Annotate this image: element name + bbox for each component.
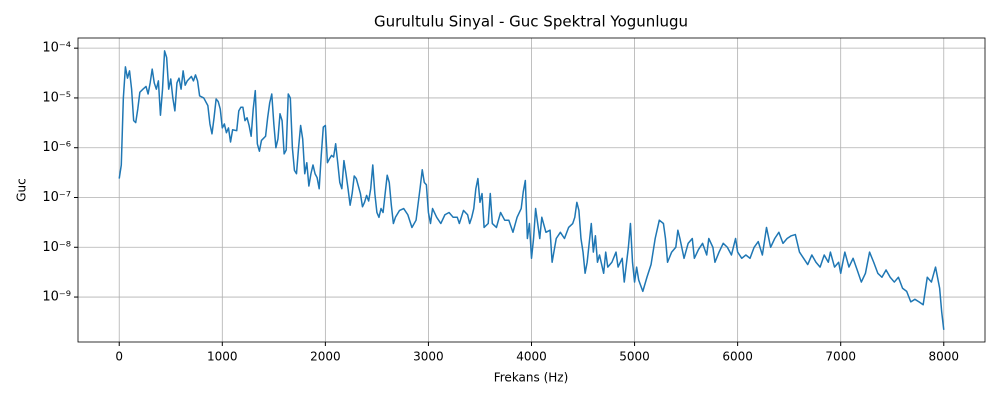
y-tick-label: 10⁻⁹ <box>42 290 71 305</box>
x-tick-label: 3000 <box>413 350 444 364</box>
y-tick-label: 10⁻⁵ <box>42 90 71 105</box>
x-axis-label: Frekans (Hz) <box>494 371 569 385</box>
x-tick-label: 0 <box>115 350 123 364</box>
plot-frame <box>77 37 986 343</box>
data-line <box>118 50 945 330</box>
x-tick-label: 7000 <box>825 350 856 364</box>
x-tick-label: 6000 <box>722 350 753 364</box>
y-tick-label: 10⁻⁴ <box>42 41 71 56</box>
y-tick-label: 10⁻⁶ <box>42 140 71 155</box>
x-tick-label: 5000 <box>619 350 650 364</box>
y-axis-label: Guc <box>15 178 29 202</box>
chart-title: Gurultulu Sinyal - Guc Spektral Yogunlug… <box>374 13 688 31</box>
x-tick-label: 2000 <box>310 350 341 364</box>
x-tick-label: 4000 <box>516 350 547 364</box>
y-tick-label: 10⁻⁷ <box>42 190 71 205</box>
y-tick-label: 10⁻⁸ <box>42 240 71 255</box>
x-tick-label: 1000 <box>207 350 238 364</box>
x-tick-label: 8000 <box>928 350 959 364</box>
